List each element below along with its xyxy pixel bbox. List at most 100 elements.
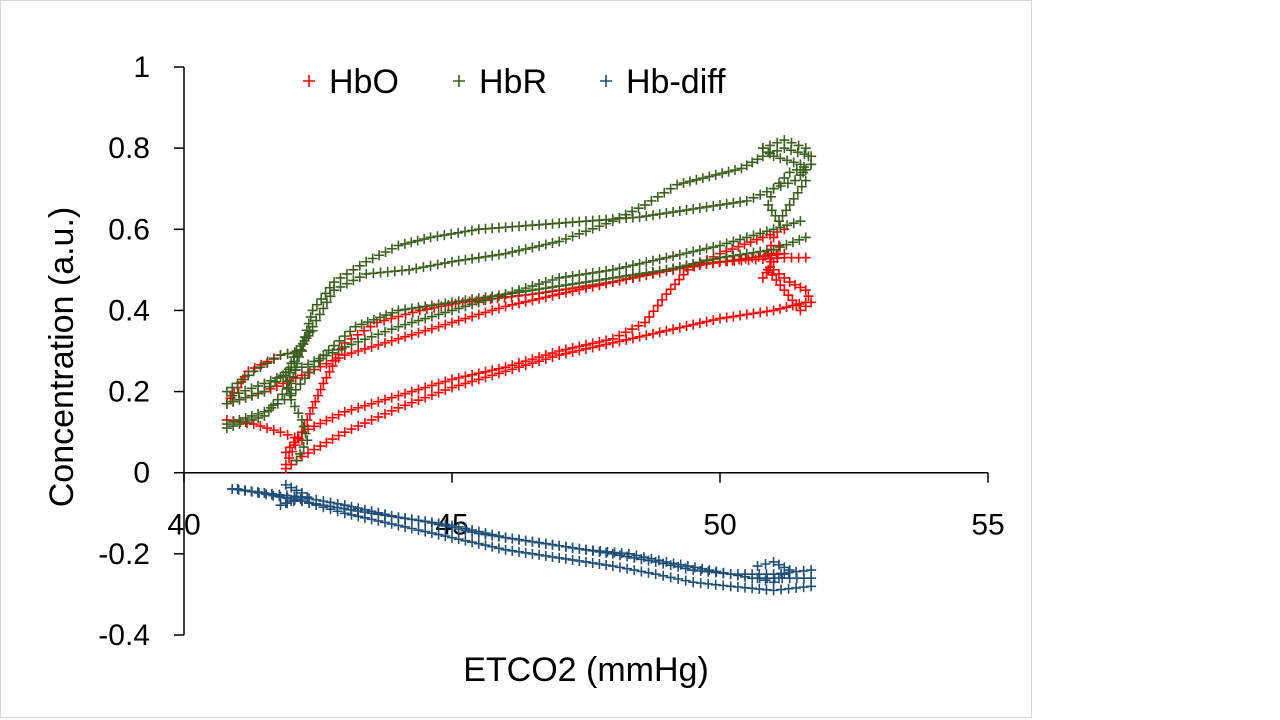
hbo-point (420, 382, 431, 393)
hbo-point (339, 406, 350, 417)
hbr-point (295, 340, 306, 351)
hbr-point (621, 261, 632, 272)
hbr-point (453, 255, 464, 266)
hbo-point (359, 343, 370, 354)
hbo-point (784, 277, 795, 288)
hbo-point (426, 380, 437, 391)
hbr-point (641, 257, 652, 268)
hbo-point (467, 369, 478, 380)
hb-diff-point (689, 562, 700, 573)
hbo-point (681, 321, 692, 332)
hb-diff-point (332, 502, 343, 513)
hbo-point (668, 324, 679, 335)
hb-diff-point (581, 556, 591, 567)
hbo-point (547, 290, 558, 301)
hbo-point (480, 366, 491, 377)
hbr-point (795, 216, 806, 227)
hbo-point (420, 392, 431, 403)
hbr-point (747, 157, 758, 168)
hb-diff-point (467, 537, 478, 548)
hb-diff-point (695, 578, 706, 589)
hbo-point (688, 319, 699, 330)
hbr-point (362, 317, 373, 328)
legend-marker-hbr (453, 75, 465, 87)
hbr-point (295, 448, 306, 459)
hbo-point (633, 320, 644, 331)
hbr-point (775, 222, 786, 233)
hb-diff-point (373, 509, 384, 520)
hbo-point (648, 306, 659, 317)
hbr-point (781, 205, 792, 216)
hbo-point (413, 395, 424, 406)
hbo-point (768, 305, 779, 316)
hb-diff-point (682, 561, 693, 572)
hbo-point (763, 264, 774, 275)
hbr-point (234, 414, 245, 425)
hbr-point (293, 408, 304, 419)
hb-diff-point (740, 571, 751, 582)
hbr-point (259, 406, 270, 417)
hbr-point (345, 326, 356, 337)
hbo-point (547, 348, 558, 359)
hbo-point (310, 396, 321, 407)
hbr-point (763, 147, 774, 158)
hbo-point (587, 338, 598, 349)
hb-diff-point (779, 569, 790, 580)
hb-diff-point (246, 486, 257, 497)
hb-diff-point (783, 567, 794, 578)
hbo-point (339, 427, 350, 438)
hbo-point (639, 317, 650, 328)
hbr-point (265, 375, 276, 386)
hb-diff-point (638, 552, 649, 563)
hbr-point (766, 205, 777, 216)
hbo-point (728, 311, 739, 322)
hb-diff-point (296, 488, 307, 498)
hbr-point (652, 191, 663, 202)
hb-diff-point (426, 517, 437, 528)
hb-diff-point (768, 556, 779, 567)
hb-diff-point (480, 529, 491, 540)
hbr-point (534, 279, 545, 290)
hbr-point (303, 359, 314, 370)
hbr-point (514, 245, 524, 256)
hbo-point (400, 331, 411, 342)
hbr-point (782, 178, 793, 189)
hbr-point (439, 258, 450, 269)
hbr-point (646, 195, 657, 206)
hbo-point (657, 294, 668, 305)
hb-diff-point (420, 526, 431, 537)
hbo-point (333, 430, 344, 441)
hbo-point (487, 305, 498, 316)
hbo-point (315, 418, 326, 429)
hbr-point (520, 283, 531, 294)
y-tick-label: 0.6 (108, 213, 150, 246)
hbr-point (534, 241, 545, 252)
hbo-point (447, 317, 457, 328)
hbo-point (346, 348, 357, 359)
hbr-point (453, 303, 464, 314)
hb-diff-point (366, 508, 377, 519)
hbr-point (333, 344, 344, 355)
hb-diff-point (286, 482, 297, 493)
hbo-point (755, 307, 766, 318)
hb-diff-point (460, 525, 471, 536)
hb-diff-point (440, 531, 451, 542)
hbr-point (446, 228, 457, 239)
hbr-point (633, 203, 644, 214)
hbr-point (735, 249, 746, 260)
hbo-point (440, 385, 451, 396)
hbo-point (790, 279, 801, 290)
hbr-point (380, 247, 391, 258)
hb-diff-point (540, 550, 551, 561)
hb-diff-point (703, 578, 714, 589)
hb-diff-point (460, 535, 471, 546)
hb-diff-point (622, 563, 633, 574)
hbr-point (798, 167, 809, 178)
hbo-point (321, 437, 332, 448)
hb-diff-point (643, 567, 654, 578)
hbr-point (654, 209, 665, 220)
hbo-point (426, 323, 437, 334)
y-axis-title: Concentration (a.u.) (43, 207, 81, 508)
hbo-point (787, 295, 798, 306)
hbo-point (353, 346, 364, 356)
